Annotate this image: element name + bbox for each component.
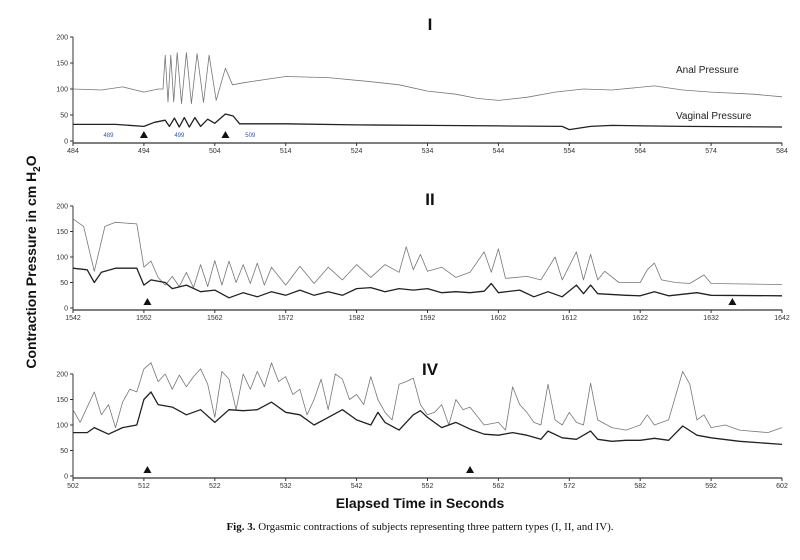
y-tick-label: 50 (60, 280, 68, 287)
time-annotation: 489 (103, 133, 114, 139)
x-tick-label: 1552 (136, 315, 152, 322)
panel-title: I (428, 15, 433, 34)
anal-pressure-line (72, 218, 783, 289)
x-tick-label: 522 (209, 483, 221, 490)
vaginal-pressure-line (73, 391, 783, 446)
panel-II: II 1542 1552 1562 1572 1582 1592 1602 1612 1622 16… (56, 190, 790, 322)
x-tick-label: 592 (705, 483, 717, 490)
y-tick-label: 150 (56, 229, 68, 236)
x-tick-label: 1612 (562, 315, 578, 322)
x-tick-label: 542 (351, 483, 363, 490)
x-tick-label: 1602 (491, 315, 507, 322)
time-annotation: 509 (245, 133, 256, 139)
y-tick-label: 150 (56, 61, 68, 68)
x-tick-label: 554 (563, 148, 575, 155)
x-tick-label: 1582 (349, 315, 365, 322)
x-tick-label: 574 (705, 148, 717, 155)
x-tick-label: 1592 (420, 315, 436, 322)
x-tick-label: 524 (351, 148, 363, 155)
anal-pressure-line (72, 362, 783, 434)
marker-triangle (139, 131, 148, 138)
y-tick-label: 50 (60, 113, 68, 120)
y-tick-label: 200 (56, 35, 68, 42)
x-tick-label: 502 (67, 483, 79, 490)
x-tick-label: 544 (493, 148, 505, 155)
x-tick-label: 1642 (774, 315, 790, 322)
y-tick-label: 0 (64, 139, 68, 146)
x-tick-label: 494 (138, 148, 150, 155)
x-tick-label: 582 (634, 483, 646, 490)
x-tick-label: 552 (422, 483, 434, 490)
vaginal-pressure-line (72, 267, 783, 299)
x-tick-label: 512 (138, 483, 150, 490)
x-tick-label: 1622 (632, 315, 648, 322)
x-tick-label: 1572 (278, 315, 294, 322)
x-tick-label: 484 (67, 148, 79, 155)
panel-IV: IV 502 512 522 532 542 552 562 572 582 592 602 0 50 10… (56, 360, 788, 490)
x-tick-label: 584 (776, 148, 788, 155)
anal-pressure-line (72, 52, 783, 104)
x-tick-label: 1542 (65, 315, 81, 322)
y-tick-label: 200 (56, 204, 68, 211)
y-tick-label: 200 (56, 372, 68, 379)
y-tick-label: 100 (56, 87, 68, 94)
marker-triangle (143, 466, 152, 473)
vaginal-pressure-line (73, 113, 783, 131)
y-tick-label: 0 (64, 474, 68, 481)
x-tick-label: 602 (776, 483, 788, 490)
marker-triangle (221, 131, 230, 138)
time-annotation: 499 (174, 133, 185, 139)
panel-I: I 484 494 504 514 524 534 544 554 564 574 584 0 50 100… (56, 15, 788, 155)
x-axis-label: Elapsed Time in Seconds (336, 495, 505, 511)
y-tick-label: 150 (56, 397, 68, 404)
panel-title: II (425, 190, 434, 209)
panel-title: IV (422, 360, 439, 379)
x-tick-label: 504 (209, 148, 221, 155)
marker-triangle (728, 298, 737, 305)
x-tick-label: 1562 (207, 315, 223, 322)
legend-anal-pressure: Anal Pressure (676, 65, 739, 76)
y-tick-label: 100 (56, 423, 68, 430)
x-tick-label: 564 (634, 148, 646, 155)
marker-triangle (466, 466, 475, 473)
legend-vaginal-pressure: Vaginal Pressure (676, 111, 752, 122)
x-tick-label: 514 (280, 148, 292, 155)
x-tick-label: 1632 (703, 315, 719, 322)
figure-caption: Fig. 3. Orgasmic contractions of subject… (226, 521, 613, 533)
x-tick-label: 534 (422, 148, 434, 155)
x-tick-label: 532 (280, 483, 292, 490)
y-tick-label: 100 (56, 255, 68, 262)
x-tick-label: 562 (493, 483, 505, 490)
y-axis-label: Contraction Pressure in cm H2O (23, 155, 43, 368)
x-tick-label: 572 (563, 483, 575, 490)
y-tick-label: 50 (60, 448, 68, 455)
y-tick-label: 0 (64, 306, 68, 313)
marker-triangle (143, 298, 152, 305)
